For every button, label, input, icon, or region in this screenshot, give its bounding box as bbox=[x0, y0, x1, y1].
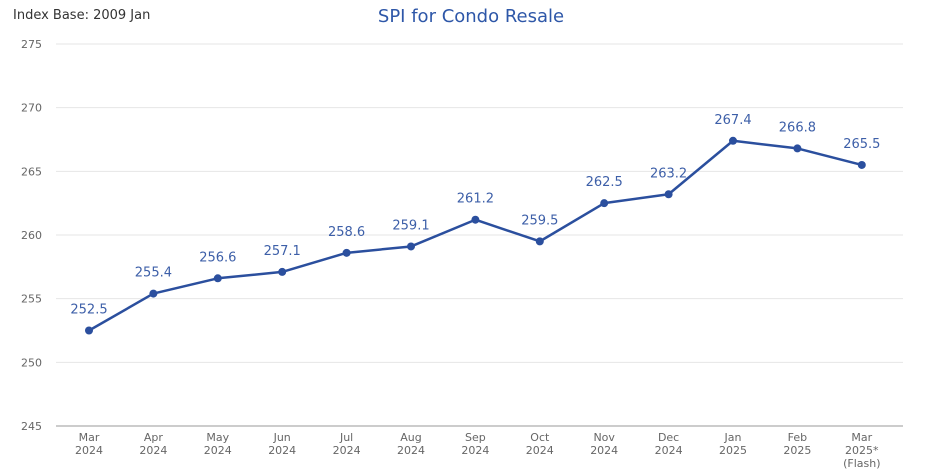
x-tick-label: Aug 2024 bbox=[397, 431, 425, 457]
data-label: 263.2 bbox=[650, 166, 687, 181]
y-tick-label: 250 bbox=[21, 356, 42, 369]
y-tick-label: 245 bbox=[21, 420, 42, 433]
x-tick-label: Mar 2024 bbox=[75, 431, 103, 457]
x-tick-label: Nov 2024 bbox=[590, 431, 618, 457]
data-point bbox=[342, 248, 351, 257]
x-tick-label: Jun 2024 bbox=[268, 431, 296, 457]
data-point bbox=[213, 274, 222, 283]
data-point bbox=[471, 215, 480, 224]
y-tick-label: 265 bbox=[21, 165, 42, 178]
index-base-label: Index Base: 2009 Jan bbox=[13, 8, 151, 23]
data-label: 261.2 bbox=[457, 192, 494, 207]
data-label: 266.8 bbox=[779, 120, 816, 135]
data-point bbox=[85, 326, 93, 335]
data-point bbox=[278, 267, 287, 276]
x-tick-label: Mar 2025* (Flash) bbox=[843, 431, 880, 470]
series-line bbox=[88, 139, 863, 332]
y-tick-label: 255 bbox=[21, 293, 42, 306]
x-tick-label: May 2024 bbox=[204, 431, 232, 457]
data-label: 259.5 bbox=[521, 213, 558, 228]
y-tick-label: 275 bbox=[21, 38, 42, 51]
data-point bbox=[729, 136, 737, 145]
data-label: 256.6 bbox=[199, 250, 236, 265]
data-label: 267.4 bbox=[714, 113, 751, 128]
data-label: 258.6 bbox=[328, 225, 365, 240]
data-point bbox=[149, 289, 158, 298]
x-tick-label: Dec 2024 bbox=[655, 431, 683, 457]
x-tick-label: Feb 2025 bbox=[783, 431, 811, 457]
data-label: 262.5 bbox=[586, 175, 623, 190]
x-tick-label: Sep 2024 bbox=[461, 431, 489, 457]
data-point bbox=[793, 144, 802, 153]
x-tick-label: Jul 2024 bbox=[333, 431, 361, 457]
y-tick-label: 270 bbox=[21, 102, 42, 115]
data-point bbox=[407, 242, 415, 251]
data-point bbox=[664, 190, 673, 199]
x-tick-label: Apr 2024 bbox=[139, 431, 167, 457]
y-tick-label: 260 bbox=[21, 229, 42, 242]
data-label: 265.5 bbox=[843, 137, 880, 152]
data-label: 257.1 bbox=[264, 244, 301, 259]
data-point bbox=[600, 199, 609, 208]
data-point bbox=[857, 160, 866, 169]
data-label: 252.5 bbox=[70, 303, 107, 318]
x-tick-label: Oct 2024 bbox=[526, 431, 554, 457]
data-label: 255.4 bbox=[135, 266, 172, 281]
x-tick-label: Jan 2025 bbox=[719, 431, 747, 457]
chart-title: SPI for Condo Resale bbox=[377, 6, 565, 27]
data-label: 259.1 bbox=[392, 218, 429, 233]
data-point bbox=[535, 237, 544, 246]
